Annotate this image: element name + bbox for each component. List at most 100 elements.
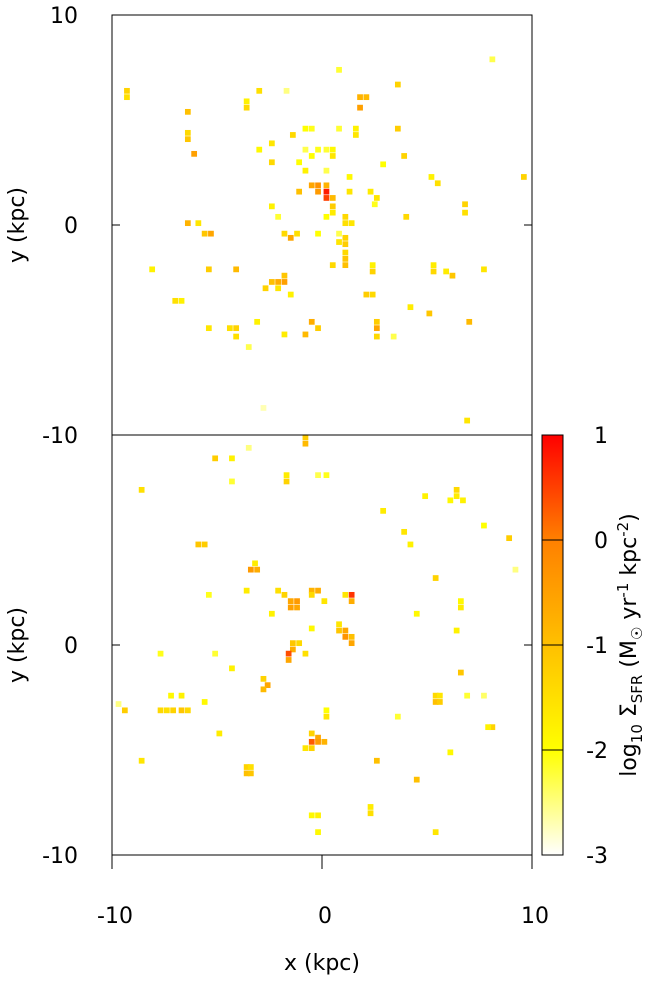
top-heatmap-cell [373,195,380,201]
top-heatmap-cell [308,125,315,132]
top-heatmap-cell [315,188,321,195]
top-heatmap-cell [289,132,296,138]
x-tick-label: 0 [318,904,332,929]
bottom-heatmap-cell [336,627,342,634]
bottom-heatmap-cell [216,730,223,737]
bottom-heatmap-cell [401,528,408,535]
top-heatmap-cell [323,167,330,174]
top-heatmap-cell [281,272,288,279]
bottom-heatmap-cell [308,730,315,737]
bottom-heatmap-cell [178,692,185,699]
bottom-heatmap-cell [323,472,330,479]
top-y-axis-label: y (kpc) [5,187,30,263]
colorbar-tick-label: -1 [586,634,608,659]
bottom-heatmap-cell [281,591,288,598]
top-heatmap-cell [323,188,330,195]
top-heatmap-cell [315,182,321,189]
top-heatmap-cell [464,417,471,424]
top-heatmap-cell [428,174,435,180]
bottom-heatmap-cell [321,598,328,605]
bottom-heatmap-cell [308,591,315,598]
top-heatmap-cell [184,129,191,136]
top-heatmap-cell [233,333,240,340]
bottom-heatmap-cell [447,749,454,756]
bottom-heatmap-cell [247,764,254,770]
bottom-heatmap-cell [157,707,164,714]
bottom-heatmap-cell [308,625,315,632]
top-heatmap-cell [329,146,336,153]
top-heatmap-cell [308,182,315,189]
bottom-heatmap-cell [348,640,355,647]
bottom-heatmap-cell [285,650,292,657]
top-heatmap-cell [323,182,330,189]
top-heatmap-cell [294,230,300,237]
bottom-heatmap-cell [323,707,330,714]
top-heatmap-cell [233,266,240,273]
bottom-heatmap-cell [447,497,454,504]
top-heatmap-cell [268,279,275,285]
top-heatmap-cell [352,125,359,132]
colorbar-tick-label: 1 [594,424,608,449]
bottom-heatmap-cell [506,535,513,542]
top-heatmap-cell [287,234,294,241]
top-heatmap-cell [268,203,275,210]
bottom-heatmap-cell [380,507,387,514]
bottom-heatmap-cell [308,812,315,819]
top-heatmap-cell [373,333,380,340]
top-heatmap-cell [401,153,408,159]
top-heatmap-cell [281,331,288,338]
top-heatmap-cell [489,56,496,63]
top-heatmap-cell [520,174,527,180]
top-heatmap-cell [329,262,336,269]
bottom-heatmap-cell [342,627,349,634]
top-heatmap-cell [172,297,179,304]
top-heatmap-cell [149,266,156,273]
bottom-heatmap-cell [315,472,321,479]
bottom-heatmap-cell [432,829,439,836]
top-heatmap-cells [124,56,527,424]
bottom-heatmap-cell [512,566,519,573]
bottom-heatmap-cell [315,738,321,745]
top-heatmap-cell [462,201,468,208]
top-heatmap-cell [195,220,202,227]
top-heatmap-cell [394,81,401,88]
top-y-tick-label: 10 [50,4,78,29]
bottom-heatmap-cell [422,493,429,500]
bottom-panel: 0 -10 -10 0 10 y (kpc) x (kpc) [5,434,549,976]
bottom-heatmap-cell [457,669,464,676]
top-heatmap-cell [233,325,240,332]
top-heatmap-cell [323,213,330,220]
top-heatmap-cell [323,146,330,153]
bottom-heatmap-cell [247,770,254,777]
top-heatmap-cell [191,150,198,157]
bottom-heatmap-cell [308,738,315,745]
top-heatmap-cell [336,239,342,245]
bottom-y-ticks: 0 -10 [42,634,532,869]
bottom-heatmap-cell [168,692,174,699]
bottom-heatmap-cell [342,591,349,598]
bottom-heatmap-cell [115,701,122,707]
top-heatmap-cell [124,94,130,101]
bottom-heatmap-cell [285,657,292,663]
bottom-heatmap-cell [453,486,460,493]
bottom-heatmap-cell [348,591,355,598]
bottom-heatmap-cell [323,713,330,720]
bottom-heatmap-cell [287,604,294,611]
colorbar-tick-label: -3 [586,844,608,869]
bottom-heatmap-cell [464,692,471,699]
top-heatmap-cell [296,159,303,166]
top-heatmap-cell [329,209,336,216]
top-heatmap-cell [308,153,315,159]
bottom-heatmap-cell [485,724,492,731]
bottom-heatmap-cell [315,829,321,836]
top-heatmap-cell [426,310,433,317]
bottom-heatmap-cell [247,566,254,573]
bottom-heatmap-cell [302,650,309,657]
top-heatmap-cell [369,291,376,298]
bottom-heatmap-cell [275,587,282,594]
top-heatmap-cell [302,125,309,132]
top-heatmap-cell [363,291,370,298]
bottom-heatmap-cell [413,776,420,783]
bottom-x-ticks: -10 0 10 [97,855,549,929]
top-plot-frame [111,14,533,436]
